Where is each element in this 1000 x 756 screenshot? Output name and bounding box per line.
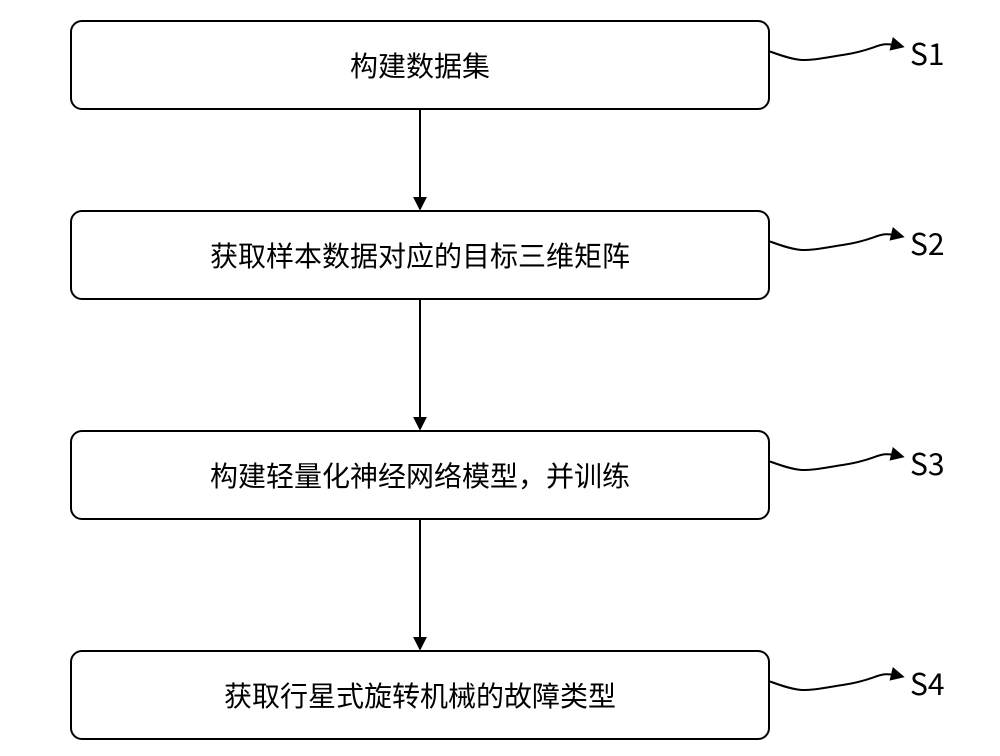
pointer-arrow <box>770 454 902 470</box>
step-label-s3: S3 <box>910 440 945 484</box>
pointer-arrow <box>770 674 902 690</box>
step-label-s4: S4 <box>910 660 945 704</box>
flow-node-s2: 获取样本数据对应的目标三维矩阵 <box>70 210 770 300</box>
pointer-layer <box>770 44 902 690</box>
flow-node-s3: 构建轻量化神经网络模型，并训练 <box>70 430 770 520</box>
flow-node-label: 构建数据集 <box>350 45 490 85</box>
flowchart-arrows-svg <box>0 0 1000 756</box>
flow-node-label: 构建轻量化神经网络模型，并训练 <box>210 455 630 495</box>
flow-node-s4: 获取行星式旋转机械的故障类型 <box>70 650 770 740</box>
flowchart-canvas: 构建数据集 获取样本数据对应的目标三维矩阵 构建轻量化神经网络模型，并训练 获取… <box>0 0 1000 756</box>
flow-node-s1: 构建数据集 <box>70 20 770 110</box>
step-label-s2: S2 <box>910 220 945 264</box>
pointer-arrow <box>770 44 902 60</box>
step-label-s1: S1 <box>910 30 945 74</box>
pointer-arrow <box>770 234 902 250</box>
flow-node-label: 获取行星式旋转机械的故障类型 <box>224 675 616 715</box>
flow-node-label: 获取样本数据对应的目标三维矩阵 <box>210 235 630 275</box>
